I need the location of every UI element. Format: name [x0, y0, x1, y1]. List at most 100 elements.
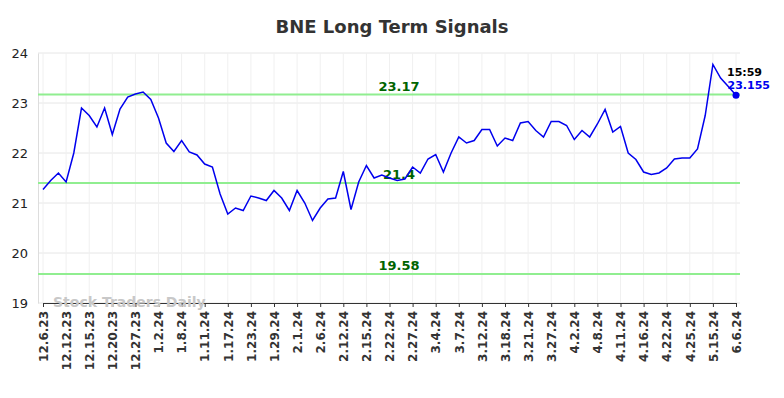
x-tick-mark [320, 303, 321, 307]
x-tick: 4.2.24 [568, 303, 582, 354]
x-tick-label: 4.8.24 [591, 311, 605, 354]
x-grid-line [528, 53, 529, 303]
y-tick-label: 20 [11, 246, 28, 261]
x-tick-mark [343, 303, 344, 307]
x-tick-label: 3.12.24 [476, 311, 490, 362]
x-grid-line [481, 53, 482, 303]
x-tick-label: 1.17.24 [222, 311, 236, 362]
x-tick-label: 12.15.23 [83, 311, 97, 370]
x-grid-line [227, 53, 228, 303]
x-grid-line [297, 53, 298, 303]
x-axis: 12.6.23 12.12.23 12.15.23 12.20.23 12.27.23 1… [37, 303, 744, 370]
x-tick-mark [667, 303, 668, 307]
x-tick-label: 2.12.24 [337, 311, 351, 362]
last-value-label: 23.155 [728, 79, 770, 92]
x-grid-line [135, 53, 136, 303]
y-tick-label: 22 [11, 146, 28, 161]
x-tick: 3.18.24 [499, 303, 513, 362]
y-tick-label: 23 [11, 96, 28, 111]
x-tick-label: 3.4.24 [429, 311, 443, 354]
x-tick-mark [390, 303, 391, 307]
x-tick-label: 5.15.24 [707, 311, 721, 362]
x-tick: 1.11.24 [198, 303, 212, 362]
x-tick: 2.15.24 [360, 303, 374, 362]
x-tick-mark [505, 303, 506, 307]
x-tick-label: 1.23.24 [245, 311, 259, 362]
x-tick-label: 1.8.24 [175, 311, 189, 354]
x-grid-line [620, 53, 621, 303]
last-point [733, 92, 740, 99]
y-tick: 21 [11, 196, 38, 211]
x-tick: 4.22.24 [660, 303, 674, 362]
reference-line [38, 273, 740, 275]
x-grid-line [643, 53, 644, 303]
x-grid-line [435, 53, 436, 303]
x-tick-mark [228, 303, 229, 307]
x-grid-line [505, 53, 506, 303]
x-tick-label: 4.2.24 [568, 311, 582, 354]
x-tick-label: 1.11.24 [198, 311, 212, 362]
x-tick: 12.6.23 [37, 303, 51, 362]
y-tick: 19 [11, 296, 38, 311]
reference-label: 23.17 [378, 79, 419, 94]
y-axis: 19 20 21 22 23 24 [11, 46, 38, 311]
time-label: 15:59 [727, 66, 762, 79]
x-tick-mark [644, 303, 645, 307]
x-tick-label: 4.22.24 [660, 311, 674, 362]
x-tick: 3.4.24 [429, 303, 443, 354]
reference-line [38, 182, 740, 184]
x-grid-line [712, 53, 713, 303]
watermark: Stock Traders Daily [53, 294, 206, 310]
y-tick-label: 19 [11, 296, 28, 311]
x-tick: 1.17.24 [222, 303, 236, 362]
x-tick-mark [274, 303, 275, 307]
x-tick: 4.11.24 [614, 303, 628, 362]
x-tick-mark [413, 303, 414, 307]
x-tick-label: 12.12.23 [60, 311, 74, 370]
x-tick: 2.22.24 [383, 303, 397, 362]
x-tick-mark [551, 303, 552, 307]
x-tick-label: 2.1.24 [291, 311, 305, 354]
x-tick-label: 2.6.24 [314, 311, 328, 354]
x-tick-mark [736, 303, 737, 307]
x-grid-line [343, 53, 344, 303]
y-tick-label: 24 [11, 46, 28, 61]
x-tick-mark [597, 303, 598, 307]
x-tick: 6.6.24 [730, 303, 744, 354]
reference-lines [38, 95, 740, 275]
x-tick: 12.27.23 [129, 303, 143, 370]
reference-line [38, 94, 740, 96]
x-tick: 2.1.24 [291, 303, 305, 354]
x-grid-line [574, 53, 575, 303]
x-tick-mark [436, 303, 437, 307]
y-tick-label: 21 [11, 196, 28, 211]
x-tick-label: 12.6.23 [37, 311, 51, 362]
x-tick-mark [297, 303, 298, 307]
x-tick-label: 1.29.24 [268, 311, 282, 362]
x-tick-mark [621, 303, 622, 307]
x-grid-line [320, 53, 321, 303]
x-tick: 12.20.23 [106, 303, 120, 370]
y-axis-line [38, 54, 39, 304]
x-grid-line [458, 53, 459, 303]
title: BNE Long Term Signals [275, 16, 508, 37]
x-tick-mark [43, 303, 44, 307]
x-tick-label: 4.25.24 [684, 311, 698, 362]
x-tick: 1.23.24 [245, 303, 259, 362]
x-tick: 1.2.24 [152, 303, 166, 354]
x-grid-line [181, 53, 182, 303]
x-tick-label: 3.21.24 [522, 311, 536, 362]
x-tick-label: 4.16.24 [637, 311, 651, 362]
x-grid-line [666, 53, 667, 303]
x-tick: 12.15.23 [83, 303, 97, 370]
x-grid-line [274, 53, 275, 303]
reference-label: 19.58 [378, 258, 419, 273]
x-tick-label: 1.2.24 [152, 311, 166, 354]
x-tick-label: 6.6.24 [730, 311, 744, 354]
x-tick: 4.25.24 [684, 303, 698, 362]
y-tick: 24 [11, 46, 38, 61]
x-tick-label: 2.22.24 [383, 311, 397, 362]
x-tick-mark [690, 303, 691, 307]
grid [38, 53, 740, 303]
x-grid-line [551, 53, 552, 303]
